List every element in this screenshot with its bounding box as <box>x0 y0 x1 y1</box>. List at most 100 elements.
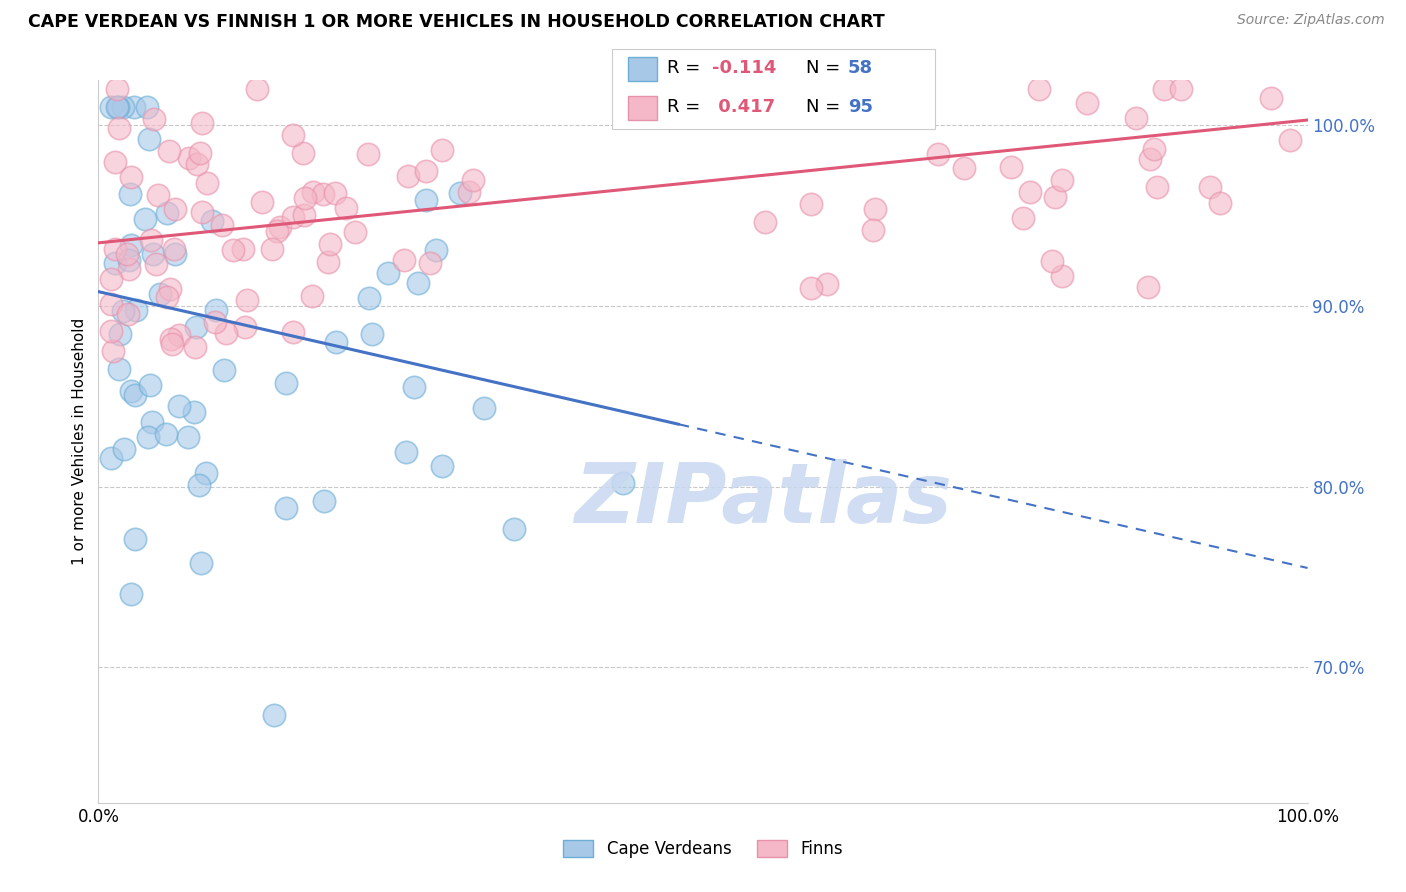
Point <box>425 243 447 257</box>
Point <box>276 376 298 390</box>
Text: 0.417: 0.417 <box>711 98 775 116</box>
Point <box>211 218 233 232</box>
Point <box>235 293 257 308</box>
Text: 58: 58 <box>848 60 873 78</box>
Point <box>105 100 128 114</box>
Point <box>269 219 291 234</box>
Point <box>184 340 207 354</box>
Point <box>343 225 366 239</box>
Point <box>1260 91 1282 105</box>
Point <box>100 450 122 465</box>
Point <box>1279 133 1302 147</box>
Point <box>1209 195 1232 210</box>
Point <box>100 272 122 286</box>
Point <box>163 247 186 261</box>
Point <box>155 427 177 442</box>
Point <box>815 277 838 291</box>
Point <box>100 324 122 338</box>
Point <box>402 380 425 394</box>
Point <box>143 112 166 126</box>
Point <box>419 256 441 270</box>
Point <box>138 378 160 392</box>
Point <box>953 161 976 176</box>
Point <box>1019 185 1042 199</box>
Point <box>396 169 419 184</box>
Point <box>430 143 453 157</box>
Point <box>188 145 211 160</box>
Point <box>357 291 380 305</box>
Text: R =: R = <box>666 98 706 116</box>
Point <box>1076 96 1098 111</box>
Point <box>163 202 186 216</box>
Point <box>183 405 205 419</box>
Point <box>120 587 142 601</box>
FancyBboxPatch shape <box>612 49 935 129</box>
Point <box>1146 179 1168 194</box>
Point <box>124 303 146 318</box>
Text: ZIPatlas: ZIPatlas <box>575 458 952 540</box>
Point <box>1028 82 1050 96</box>
Point <box>246 82 269 96</box>
Point <box>100 100 122 114</box>
Point <box>104 256 127 270</box>
Point <box>204 315 226 329</box>
Point <box>335 201 357 215</box>
Point <box>1125 111 1147 125</box>
Point <box>139 233 162 247</box>
Point <box>184 320 207 334</box>
Point <box>120 187 142 202</box>
Point <box>319 237 342 252</box>
Point <box>120 384 142 398</box>
Point <box>136 100 159 114</box>
Point <box>112 100 135 114</box>
Point <box>1143 142 1166 156</box>
Point <box>136 430 159 444</box>
Point <box>1011 211 1033 226</box>
Point <box>190 556 212 570</box>
Point <box>461 173 484 187</box>
Point <box>1139 153 1161 167</box>
Point <box>201 214 224 228</box>
Point <box>1043 189 1066 203</box>
Point <box>1199 180 1222 194</box>
Point <box>108 327 131 342</box>
Point <box>156 290 179 304</box>
FancyBboxPatch shape <box>627 57 657 81</box>
Point <box>314 493 336 508</box>
Text: 95: 95 <box>848 98 873 116</box>
Point <box>104 155 127 169</box>
Text: -0.114: -0.114 <box>711 60 776 78</box>
Point <box>222 244 245 258</box>
Text: N =: N = <box>806 98 845 116</box>
Legend: Cape Verdeans, Finns: Cape Verdeans, Finns <box>555 832 851 867</box>
Text: Source: ZipAtlas.com: Source: ZipAtlas.com <box>1237 13 1385 28</box>
Point <box>274 500 297 515</box>
Point <box>142 247 165 261</box>
FancyBboxPatch shape <box>627 95 657 120</box>
Point <box>138 132 160 146</box>
Text: R =: R = <box>666 60 706 78</box>
Point <box>449 186 471 200</box>
Point <box>120 238 142 252</box>
Point <box>124 387 146 401</box>
Point <box>233 319 256 334</box>
Point <box>212 363 235 377</box>
Point <box>115 247 138 261</box>
Point <box>415 193 437 207</box>
Point <box>148 187 170 202</box>
Point <box>107 362 129 376</box>
Point <box>191 205 214 219</box>
Point <box>292 145 315 160</box>
Point <box>194 467 217 481</box>
Point <box>1170 82 1192 96</box>
Point <box>754 215 776 229</box>
Point <box>260 242 283 256</box>
Point <box>263 707 285 722</box>
Point <box>141 415 163 429</box>
Point <box>112 304 135 318</box>
Point <box>134 212 156 227</box>
Point <box>406 276 429 290</box>
Point <box>1000 160 1022 174</box>
Point <box>316 255 339 269</box>
Point <box>502 522 524 536</box>
